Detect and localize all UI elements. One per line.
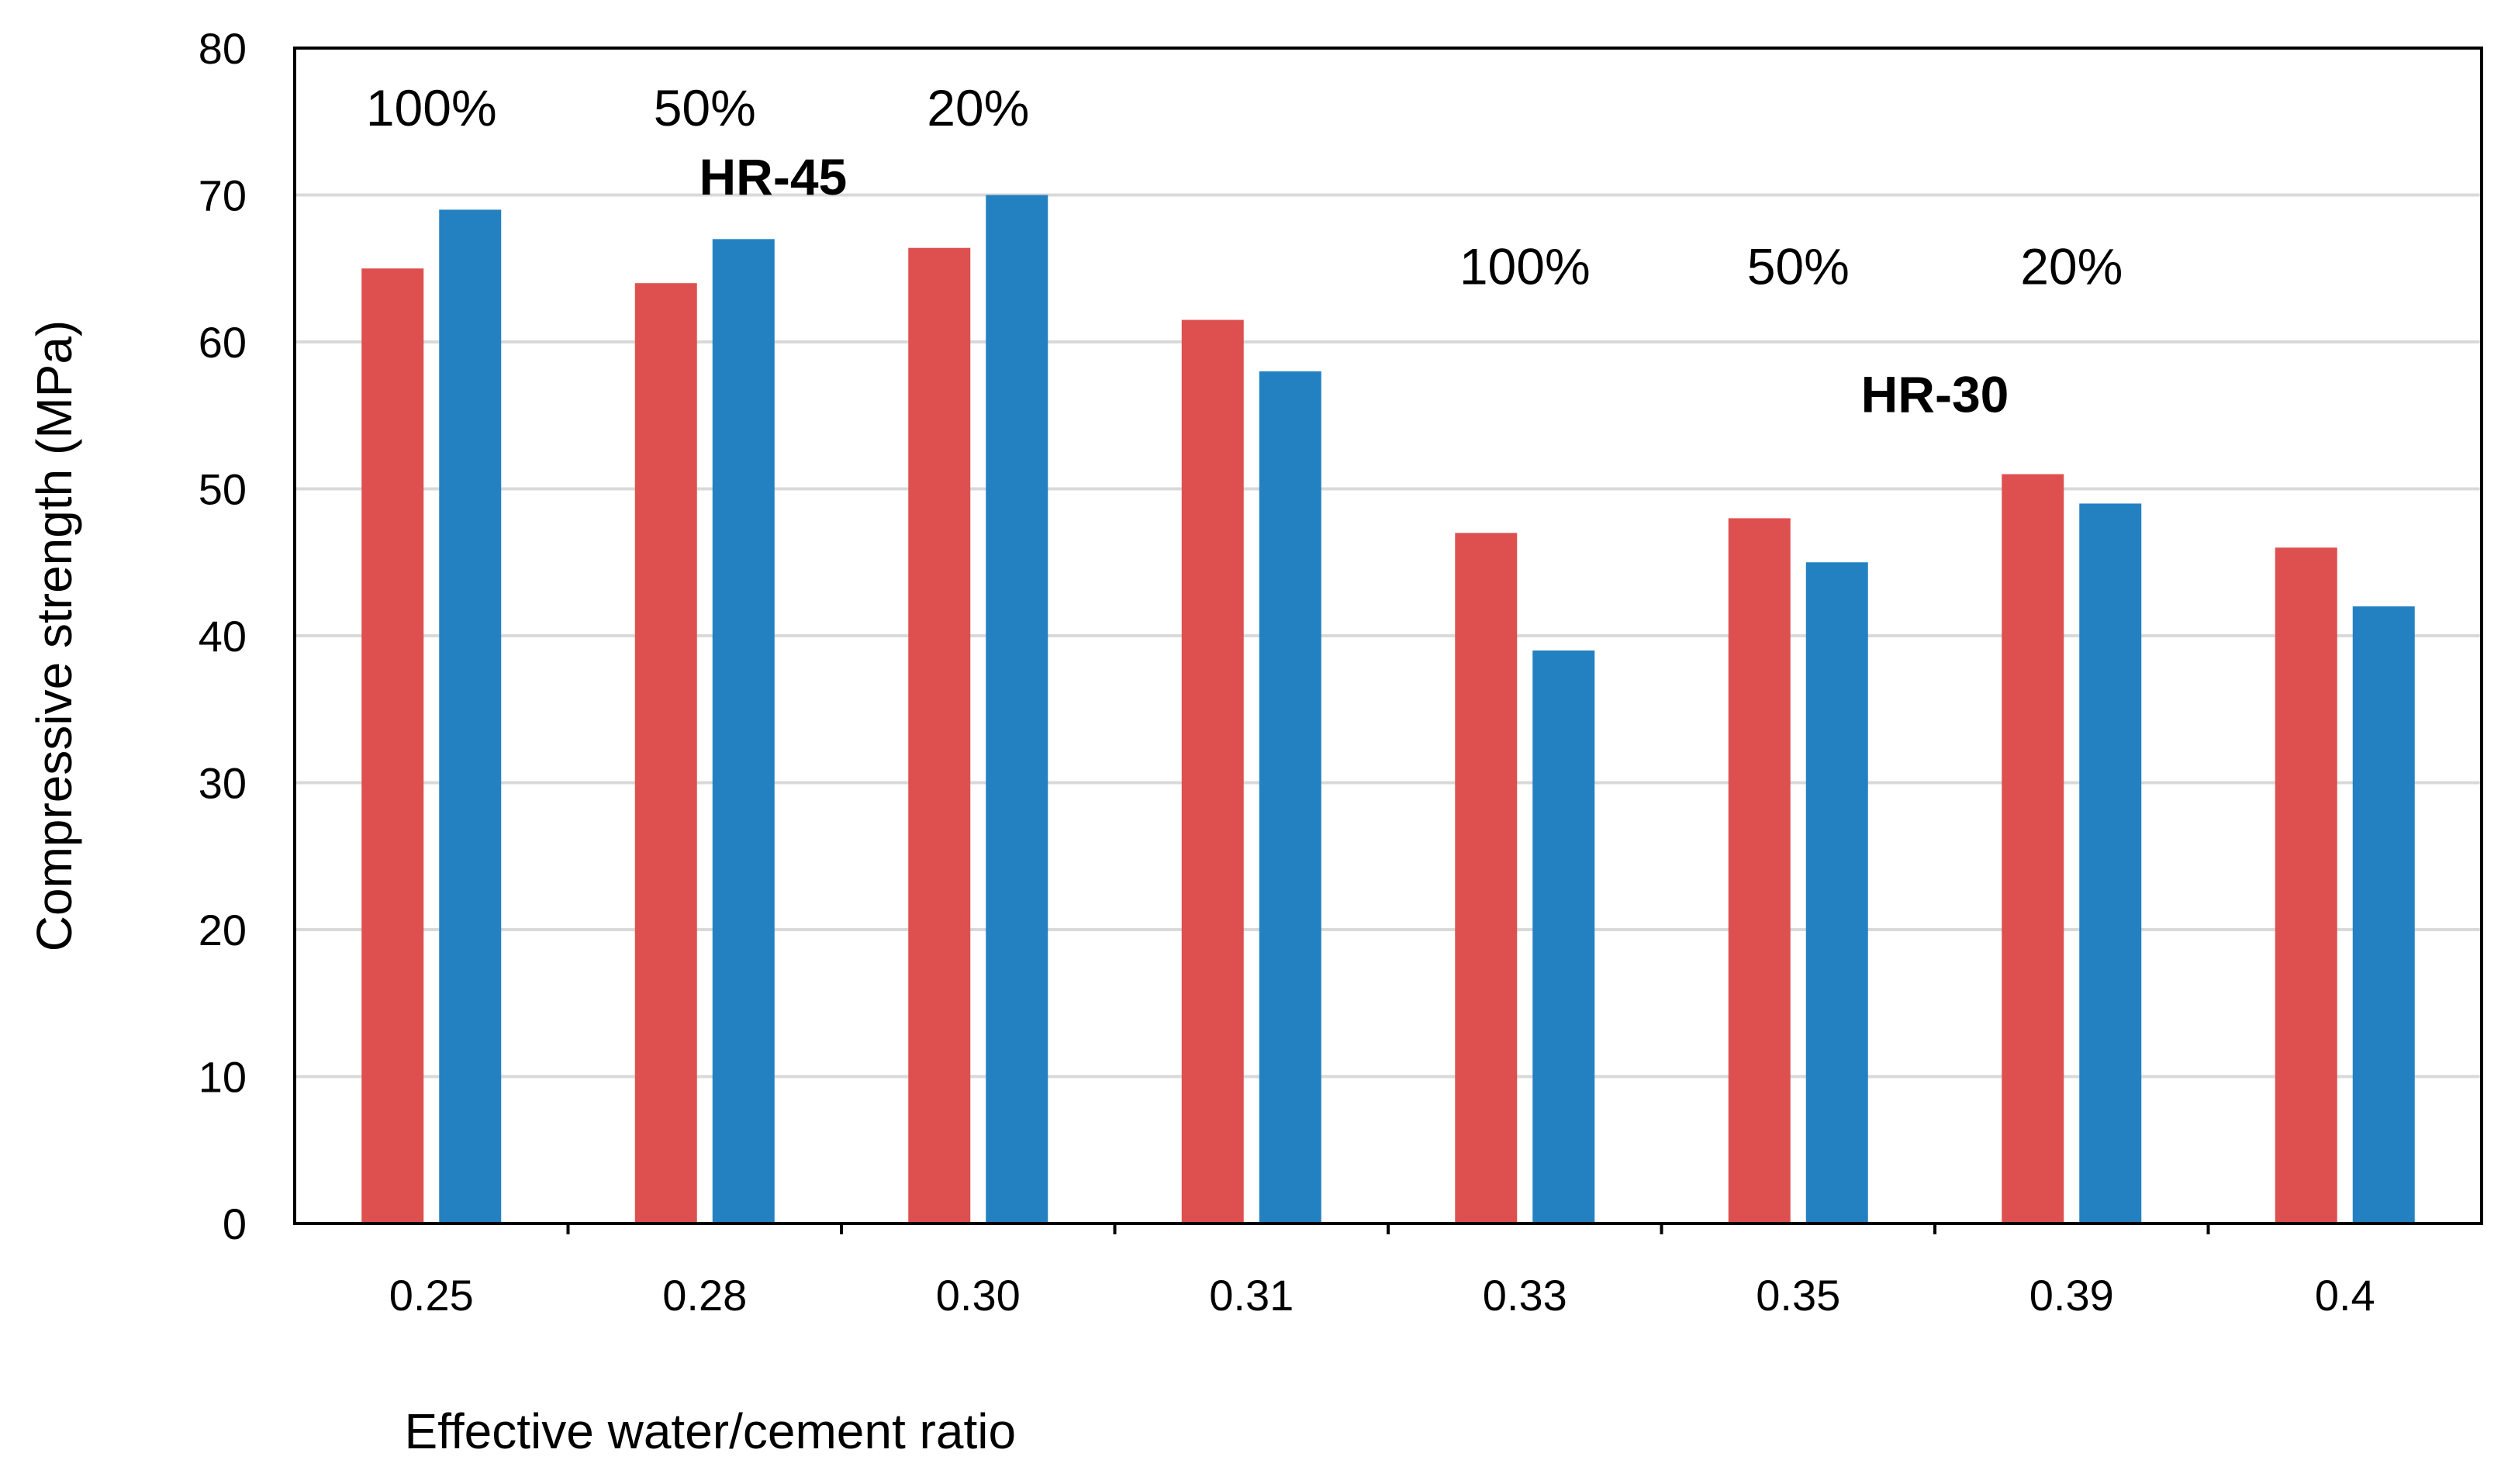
bar-series2-0.30	[986, 195, 1048, 1223]
x-tick-label: 0.33	[1483, 1271, 1567, 1320]
y-tick-label: 60	[199, 318, 247, 367]
y-tick-label: 20	[199, 906, 247, 954]
bar-series1-0.28	[634, 283, 697, 1224]
percentage-annotation: 50%	[654, 79, 756, 136]
bar-series2-0.4	[2352, 606, 2415, 1223]
percentage-annotation: 20%	[2020, 237, 2123, 295]
bar-series1-0.25	[361, 268, 424, 1223]
y-tick-label: 30	[199, 759, 247, 808]
bar-series1-0.39	[2002, 474, 2064, 1223]
bar-series2-0.35	[1805, 562, 1868, 1223]
bar-series2-0.28	[712, 239, 775, 1224]
annotations: 100% 50% 20% HR-45 100% 50% 20% HR-30	[366, 79, 2123, 423]
x-axis-tick-marks	[566, 1223, 2210, 1234]
bar-series2-0.25	[439, 209, 502, 1224]
x-tick-label: 0.31	[1209, 1271, 1294, 1320]
percentage-annotation: 100%	[1459, 237, 1591, 295]
series-group-label: HR-45	[700, 148, 848, 205]
y-tick-label: 50	[199, 465, 247, 514]
x-axis-tick-labels: 0.25 0.28 0.30 0.31 0.33 0.35 0.39 0.4	[389, 1271, 2375, 1320]
bar-series1-0.35	[1728, 518, 1791, 1223]
percentage-annotation: 20%	[927, 79, 1029, 136]
bar-series1-0.31	[1181, 319, 1244, 1224]
bar-series2-0.33	[1532, 650, 1595, 1223]
y-tick-label: 70	[199, 171, 247, 220]
bars	[361, 195, 2415, 1224]
bar-series1-0.33	[1455, 533, 1518, 1223]
y-axis-tick-labels: 0 10 20 30 40 50 60 70 80	[199, 24, 247, 1248]
y-axis-title: Compressive strength (MPa)	[26, 320, 82, 951]
y-tick-label: 10	[199, 1053, 247, 1102]
x-tick-label: 0.25	[389, 1271, 474, 1320]
y-tick-label: 40	[199, 612, 247, 661]
percentage-annotation: 100%	[366, 79, 497, 136]
percentage-annotation: 50%	[1747, 237, 1850, 295]
bar-series1-0.30	[908, 247, 971, 1224]
x-tick-label: 0.28	[662, 1271, 747, 1320]
bar-series1-0.4	[2275, 547, 2337, 1223]
bar-series2-0.39	[2079, 503, 2142, 1223]
x-tick-label: 0.4	[2315, 1271, 2375, 1320]
x-tick-label: 0.30	[936, 1271, 1021, 1320]
x-tick-label: 0.35	[1756, 1271, 1840, 1320]
y-tick-label: 0	[223, 1199, 247, 1248]
x-axis-title: Effective water/cement ratio	[405, 1403, 1017, 1459]
series-group-label: HR-30	[1861, 365, 2009, 423]
x-tick-label: 0.39	[2029, 1271, 2114, 1320]
bar-series2-0.31	[1259, 371, 1321, 1223]
y-tick-label: 80	[199, 24, 247, 73]
gridlines	[295, 193, 2482, 1078]
